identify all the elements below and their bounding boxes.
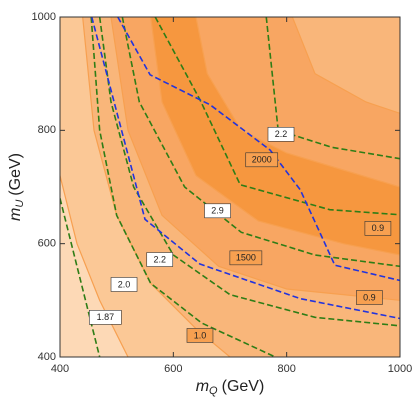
x-tick-label: 600 xyxy=(164,363,182,375)
dashed-contour xyxy=(60,198,101,357)
annotation-label: 1.0 xyxy=(194,330,207,340)
dashed-contour xyxy=(98,17,400,327)
annotation-box xyxy=(364,221,392,236)
x-axis-symbol: m xyxy=(196,378,209,395)
annotation-box xyxy=(245,152,279,168)
contour-line xyxy=(195,17,400,188)
dashed-contour xyxy=(117,17,400,282)
y-axis-unit: (GeV) xyxy=(7,153,24,196)
dashed-contour xyxy=(90,17,276,357)
annotation-box xyxy=(356,290,383,305)
y-tick-label: 800 xyxy=(38,124,56,136)
y-tick-label: 1000 xyxy=(32,11,56,23)
contour-line xyxy=(150,17,400,256)
dashed-contour xyxy=(90,17,400,320)
filled-region xyxy=(292,17,400,114)
contour-line xyxy=(60,175,129,357)
y-axis-subscript: U xyxy=(14,200,26,208)
annotation-box xyxy=(89,310,122,325)
annotation-box xyxy=(146,252,174,267)
x-tick-label: 1000 xyxy=(388,363,412,375)
annotation-label: 2000 xyxy=(252,155,272,165)
contour-line xyxy=(110,17,400,301)
plot-area xyxy=(60,17,400,357)
annotation-box xyxy=(186,328,214,343)
y-tick-label: 600 xyxy=(38,238,56,250)
annotation-label: 2.2 xyxy=(153,254,166,264)
dashed-contour xyxy=(265,17,400,160)
annotation-box xyxy=(267,127,295,142)
x-axis-unit: (GeV) xyxy=(222,378,265,395)
annotation-box xyxy=(110,277,138,292)
annotation-label: 1500 xyxy=(236,253,256,263)
contour-line xyxy=(291,17,400,114)
x-axis-subscript: Q xyxy=(209,385,218,397)
y-tick-label: 400 xyxy=(38,351,56,363)
annotation-label: 0.9 xyxy=(363,292,376,302)
annotation-label: 0.9 xyxy=(372,223,385,233)
y-axis-label: mU (GeV) xyxy=(7,153,26,221)
y-axis-symbol: m xyxy=(7,208,24,221)
annotation-label: 2.9 xyxy=(211,206,224,216)
annotation-label: 2.0 xyxy=(118,279,131,289)
x-tick-label: 400 xyxy=(51,363,69,375)
x-axis-label: mQ (GeV) xyxy=(196,378,265,397)
annotation-box xyxy=(229,250,263,266)
annotation-box xyxy=(204,203,231,219)
annotation-label: 2.2 xyxy=(275,129,288,139)
x-tick-label: 800 xyxy=(277,363,295,375)
plot-frame xyxy=(59,16,401,358)
annotation-label: 1.87 xyxy=(97,312,115,322)
